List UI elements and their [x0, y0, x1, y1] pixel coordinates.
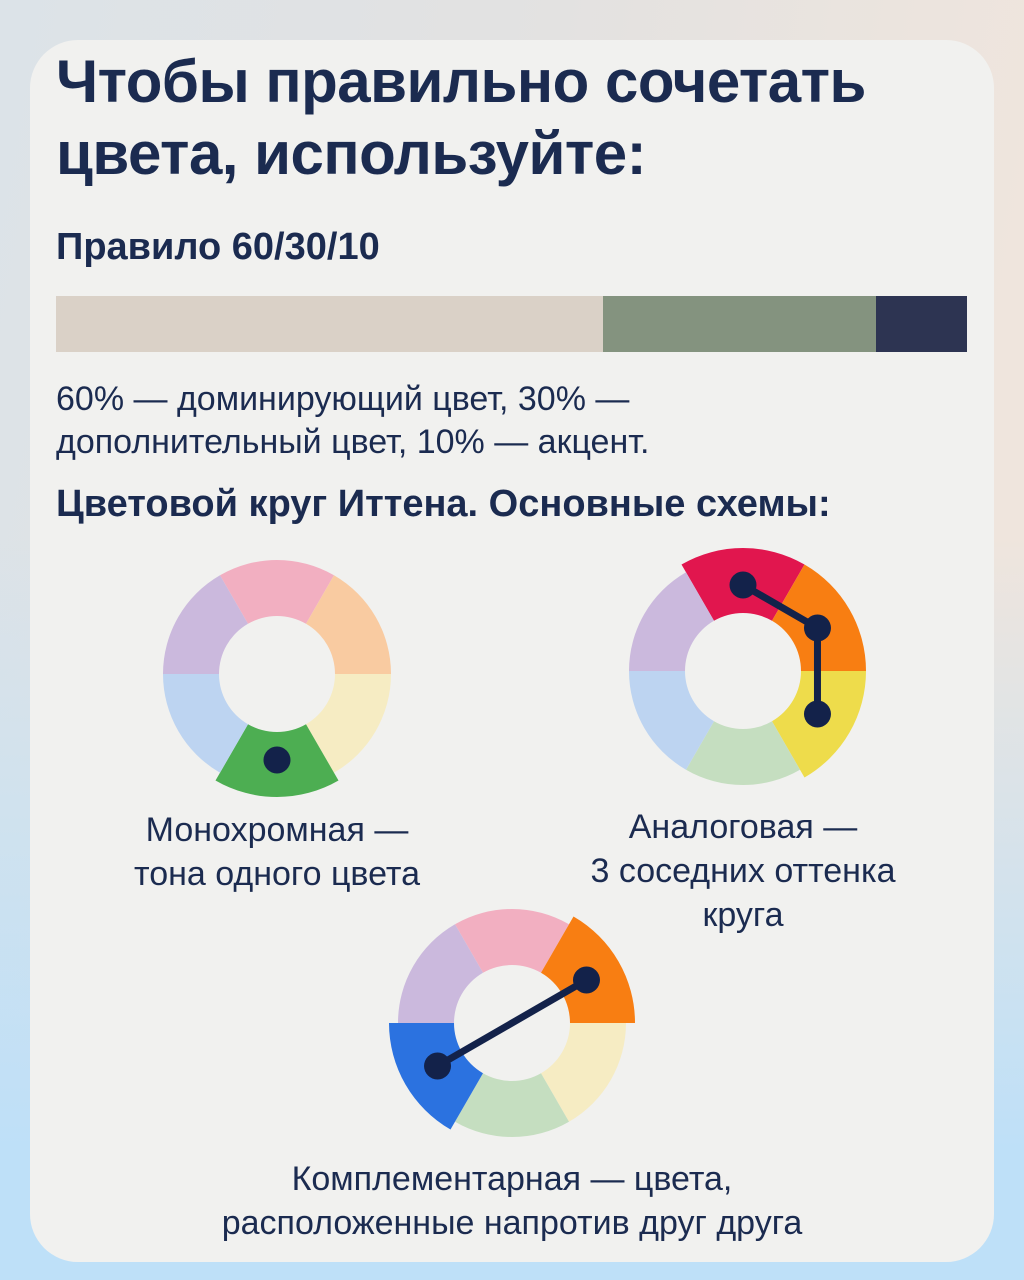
- wheel-segment-peach: [306, 575, 391, 674]
- scheme-dot: [572, 966, 600, 994]
- scheme-dot: [729, 571, 757, 599]
- wheels-section-heading: Цветовой круг Иттена. Основные схемы:: [56, 483, 831, 525]
- infographic-card: Чтобы правильно сочетать цвета, использу…: [30, 40, 994, 1262]
- rule-bar: [56, 296, 967, 352]
- wheel-segment-lavender: [629, 572, 714, 671]
- wheel-analogous: Аналоговая — 3 соседних оттенка круга: [513, 543, 973, 937]
- wheel-monochrome-caption: Монохромная — тона одного цвета: [134, 811, 420, 893]
- wheel-segment-paleBlue: [629, 671, 714, 770]
- rule-bar-segment-dominant-60: [56, 296, 603, 352]
- wheel-segment-paleGreen: [455, 1073, 569, 1137]
- wheel-segment-pink: [220, 560, 334, 624]
- wheel-monochrome-diagram: [163, 560, 391, 797]
- wheel-segment-paleGreen: [686, 721, 800, 785]
- rule-bar-segment-secondary-30: [602, 296, 876, 352]
- rule-description: 60% — доминирующий цвет, 30% — дополните…: [56, 380, 650, 461]
- wheel-segment-paleYellow: [541, 1023, 626, 1122]
- scheme-dot: [424, 1052, 452, 1080]
- wheel-segment-paleYellow: [306, 674, 391, 773]
- scheme-dot: [803, 614, 831, 642]
- page-title: Чтобы правильно сочетать цвета, использу…: [56, 48, 866, 187]
- wheel-segment-lavender: [163, 575, 248, 674]
- wheel-complementary-caption: Комплементарная — цвета, расположенные н…: [221, 1160, 803, 1242]
- rule-bar-segment-accent-10: [875, 296, 967, 352]
- rule-heading: Правило 60/30/10: [56, 226, 380, 268]
- wheel-analogous-caption: Аналоговая — 3 соседних оттенка круга: [590, 808, 896, 934]
- wheel-segment-pink: [455, 909, 569, 973]
- wheel-segment-lavender: [398, 924, 483, 1023]
- wheel-monochrome: Монохромная — тона одного цвета: [47, 546, 507, 896]
- wheel-complementary: Комплементарная — цвета, расположенные н…: [132, 895, 892, 1245]
- scheme-dot: [263, 746, 291, 774]
- wheel-segment-paleBlue: [163, 674, 248, 773]
- scheme-dot: [803, 700, 831, 728]
- scheme-connector-line: [435, 976, 589, 1070]
- wheel-complementary-diagram: [389, 909, 635, 1137]
- wheel-analogous-diagram: [629, 548, 866, 785]
